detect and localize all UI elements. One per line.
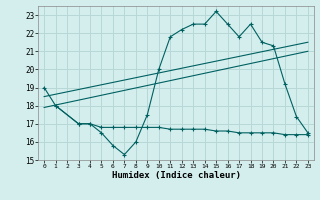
X-axis label: Humidex (Indice chaleur): Humidex (Indice chaleur) xyxy=(111,171,241,180)
